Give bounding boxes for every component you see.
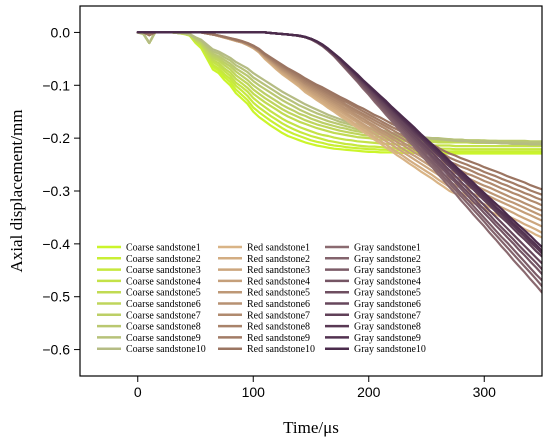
legend-label-2: Coarse sandstone2 xyxy=(126,254,201,265)
x-tick-label: 100 xyxy=(242,384,266,400)
legend-label-25: Gray sandstone5 xyxy=(354,288,421,299)
legend-label-23: Gray sandstone3 xyxy=(354,265,421,276)
x-axis-title: Time/μs xyxy=(283,418,339,437)
legend-label-10: Coarse sandstone10 xyxy=(126,344,206,355)
x-tick-label: 0 xyxy=(134,384,142,400)
legend-label-4: Coarse sandstone4 xyxy=(126,276,201,287)
legend-label-20: Red sandstone10 xyxy=(247,344,315,355)
legend-label-3: Coarse sandstone3 xyxy=(126,265,201,276)
legend-label-14: Red sandstone4 xyxy=(247,276,310,287)
legend-label-16: Red sandstone6 xyxy=(247,299,310,310)
legend-label-6: Coarse sandstone6 xyxy=(126,299,201,310)
ticks-layer: 0 100 200 300 0.0 −0.1 −0.2 −0.3 −0.4 −0.5 −0.6 xyxy=(42,24,496,400)
legend-label-26: Gray sandstone6 xyxy=(354,299,421,310)
legend-label-15: Red sandstone5 xyxy=(247,288,310,299)
legend-label-30: Gray sandstone10 xyxy=(354,344,426,355)
legend-label-29: Gray sandstone9 xyxy=(354,333,421,344)
legend-label-11: Red sandstone1 xyxy=(247,243,310,254)
y-axis-title: Axial displacement/mm xyxy=(7,110,26,273)
y-tick-label: −0.2 xyxy=(42,130,70,146)
legend-label-7: Coarse sandstone7 xyxy=(126,310,201,321)
legend-label-13: Red sandstone3 xyxy=(247,265,310,276)
legend-label-21: Gray sandstone1 xyxy=(354,243,421,254)
series-layer xyxy=(136,31,542,294)
series-line-30 xyxy=(136,31,542,249)
series-line-10 xyxy=(136,31,542,146)
legend-label-17: Red sandstone7 xyxy=(247,310,310,321)
y-tick-label: −0.1 xyxy=(42,77,70,93)
legend-label-18: Red sandstone8 xyxy=(247,322,310,333)
y-tick-label: −0.4 xyxy=(42,236,70,252)
legend-label-1: Coarse sandstone1 xyxy=(126,243,201,254)
legend-label-5: Coarse sandstone5 xyxy=(126,288,201,299)
legend-label-28: Gray sandstone8 xyxy=(354,322,421,333)
y-tick-label: −0.6 xyxy=(42,342,70,358)
x-tick-label: 300 xyxy=(473,384,497,400)
legend-label-22: Gray sandstone2 xyxy=(354,254,421,265)
y-tick-label: 0.0 xyxy=(51,24,71,40)
legend-label-27: Gray sandstone7 xyxy=(354,310,421,321)
legend-label-19: Red sandstone9 xyxy=(247,333,310,344)
y-tick-label: −0.5 xyxy=(42,289,70,305)
y-tick-label: −0.3 xyxy=(42,183,70,199)
legend-label-9: Coarse sandstone9 xyxy=(126,333,201,344)
legend-label-24: Gray sandstone4 xyxy=(354,276,421,287)
legend-label-12: Red sandstone2 xyxy=(247,254,310,265)
legend-label-8: Coarse sandstone8 xyxy=(126,322,201,333)
x-tick-label: 200 xyxy=(357,384,381,400)
